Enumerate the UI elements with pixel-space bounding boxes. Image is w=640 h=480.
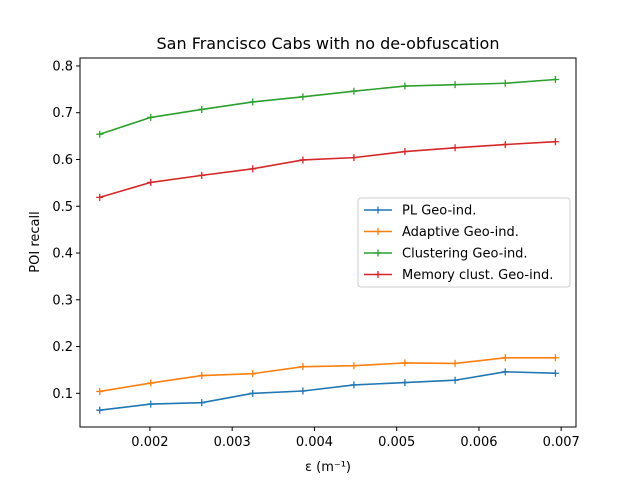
- data-point-clustering-geo-ind: [551, 76, 559, 84]
- data-point-memory-clust-geo-ind: [249, 165, 257, 173]
- data-point-clustering-geo-ind: [96, 130, 104, 138]
- legend-label: Memory clust. Geo-ind.: [402, 268, 553, 283]
- data-point-clustering-geo-ind: [501, 79, 509, 87]
- data-point-pl-geo-ind: [249, 389, 257, 397]
- chart-title: San Francisco Cabs with no de-obfuscatio…: [157, 34, 500, 53]
- series-line-adaptive-geo-ind: [99, 356, 556, 393]
- legend-item: Clustering Geo-ind.: [364, 247, 528, 262]
- x-axis: 0.002 0.003 0.004 0.005 0.006 0.007: [131, 427, 580, 450]
- legend-label: Clustering Geo-ind.: [402, 247, 528, 262]
- data-point-memory-clust-geo-ind: [451, 144, 459, 152]
- x-tick-label: 0.006: [460, 435, 497, 450]
- legend-label: Adaptive Geo-ind.: [402, 225, 519, 240]
- data-point-clustering-geo-ind: [401, 82, 409, 90]
- data-point-clustering-geo-ind: [147, 113, 155, 121]
- y-tick-label: 0.5: [52, 200, 73, 215]
- y-tick-label: 0.3: [52, 293, 73, 308]
- data-point-clustering-geo-ind: [249, 98, 257, 106]
- data-point-pl-geo-ind: [551, 369, 559, 377]
- data-point-adaptive-geo-ind: [147, 379, 155, 387]
- y-tick-label: 0.4: [52, 247, 73, 262]
- x-tick-label: 0.007: [543, 435, 580, 450]
- y-tick-label: 0.8: [52, 59, 73, 74]
- data-point-memory-clust-geo-ind: [401, 148, 409, 156]
- data-point-adaptive-geo-ind: [198, 372, 206, 380]
- x-tick-label: 0.002: [131, 435, 168, 450]
- x-tick-label: 0.003: [214, 435, 251, 450]
- data-point-pl-geo-ind: [96, 406, 104, 414]
- data-point-pl-geo-ind: [299, 387, 307, 395]
- legend-label: PL Geo-ind.: [402, 204, 476, 219]
- legend-item: PL Geo-ind.: [364, 204, 476, 219]
- data-point-adaptive-geo-ind: [350, 362, 358, 370]
- y-tick-label: 0.2: [52, 340, 73, 355]
- series-line-pl-geo-ind: [99, 371, 556, 411]
- x-tick-label: 0.005: [378, 435, 415, 450]
- data-point-clustering-geo-ind: [350, 87, 358, 95]
- data-point-memory-clust-geo-ind: [350, 154, 358, 162]
- legend-box: [357, 197, 571, 288]
- data-point-memory-clust-geo-ind: [501, 141, 509, 149]
- legend-marker-swatch: [374, 206, 382, 214]
- data-point-clustering-geo-ind: [299, 93, 307, 101]
- series-lines: [99, 78, 556, 411]
- y-tick-label: 0.1: [52, 387, 73, 402]
- data-point-clustering-geo-ind: [451, 81, 459, 89]
- data-point-pl-geo-ind: [451, 376, 459, 384]
- data-point-memory-clust-geo-ind: [198, 171, 206, 179]
- data-point-pl-geo-ind: [198, 399, 206, 407]
- x-tick-label: 0.004: [296, 435, 333, 450]
- data-point-pl-geo-ind: [501, 368, 509, 376]
- data-point-adaptive-geo-ind: [299, 363, 307, 371]
- plot-frame: [79, 57, 577, 428]
- legend-item: Memory clust. Geo-ind.: [364, 268, 553, 283]
- data-point-memory-clust-geo-ind: [96, 193, 104, 201]
- data-point-memory-clust-geo-ind: [147, 178, 155, 186]
- data-point-adaptive-geo-ind: [401, 359, 409, 367]
- data-point-pl-geo-ind: [401, 379, 409, 387]
- y-axis: 0.1 0.2 0.3 0.4 0.5 0.6 0.7 0.8: [52, 59, 80, 402]
- data-point-adaptive-geo-ind: [551, 354, 559, 362]
- data-point-adaptive-geo-ind: [501, 354, 509, 362]
- legend-marker-swatch: [374, 228, 382, 235]
- data-point-pl-geo-ind: [147, 400, 155, 408]
- data-point-clustering-geo-ind: [198, 105, 206, 113]
- legend-marker-swatch: [374, 271, 382, 278]
- data-point-memory-clust-geo-ind: [299, 156, 307, 164]
- data-point-memory-clust-geo-ind: [551, 138, 559, 146]
- series-markers: [96, 76, 559, 414]
- series-line-memory-clust-geo-ind: [99, 140, 556, 199]
- legend-item: Adaptive Geo-ind.: [364, 225, 519, 240]
- legend: PL Geo-ind. Adaptive Geo-ind. Clustering G…: [357, 197, 571, 288]
- y-tick-label: 0.7: [52, 106, 73, 121]
- y-tick-label: 0.6: [52, 153, 73, 168]
- x-axis-label: ε (m⁻¹): [305, 460, 351, 475]
- legend-marker-swatch: [374, 249, 382, 257]
- data-point-pl-geo-ind: [350, 381, 358, 389]
- data-point-adaptive-geo-ind: [96, 387, 104, 395]
- data-point-adaptive-geo-ind: [249, 370, 257, 378]
- series-line-clustering-geo-ind: [99, 78, 556, 135]
- data-point-adaptive-geo-ind: [451, 359, 459, 367]
- y-axis-label: POI recall: [28, 211, 43, 272]
